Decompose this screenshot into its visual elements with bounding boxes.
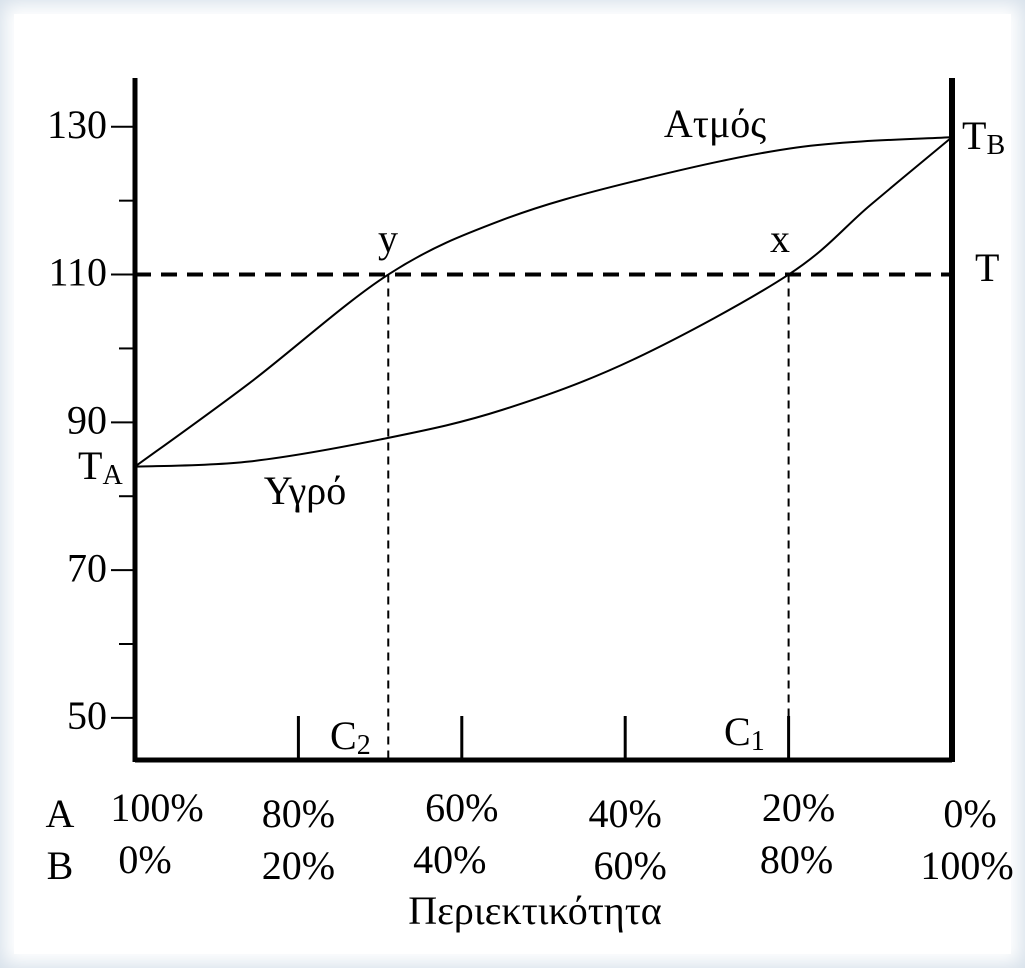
annotation-sub: B (986, 130, 1005, 161)
x-tick-label: 100% (920, 843, 1013, 888)
annotation: T (975, 245, 999, 290)
annotation-sub: A (102, 460, 123, 491)
x-tick-label: 20% (262, 843, 335, 888)
x-row-name: B (47, 843, 74, 888)
annotation: y (378, 216, 398, 261)
x-tick-label: 0% (118, 837, 171, 882)
x-tick-label: 60% (594, 843, 667, 888)
x-tick-label: 20% (762, 785, 835, 830)
y-tick-label: 130 (47, 102, 107, 147)
x-tick-label: 60% (425, 785, 498, 830)
annotation-text: T (975, 245, 999, 290)
annotation: C2 (330, 713, 371, 761)
annotation-text: C (330, 713, 357, 758)
annotation-text: C (724, 709, 751, 754)
annotation: TB (962, 113, 1005, 161)
annotation-text: T (78, 443, 102, 488)
curve-label: Υγρό (264, 468, 346, 513)
curve-label: Ατμός (664, 101, 766, 146)
annotation-text: x (770, 216, 790, 261)
y-tick-label: 50 (67, 693, 107, 738)
y-tick-label: 70 (67, 545, 107, 590)
y-tick-label: 90 (67, 397, 107, 442)
curve (134, 136, 953, 468)
panel (14, 14, 1011, 954)
x-axis-label: Περιεκτικότητα (408, 888, 662, 933)
annotation-sub: 2 (357, 730, 371, 761)
x-tick-label: 40% (589, 791, 662, 836)
annotation: TA (78, 443, 123, 491)
x-tick-label: 0% (943, 791, 996, 836)
x-row-name: A (46, 791, 75, 836)
x-tick-label: 80% (760, 837, 833, 882)
annotation-text: T (962, 113, 986, 158)
y-tick-label: 110 (48, 250, 107, 295)
curve (134, 136, 953, 468)
x-tick-label: 100% (110, 785, 203, 830)
annotation: C1 (724, 709, 765, 757)
x-tick-label: 80% (262, 791, 335, 836)
x-tick-label: 40% (413, 837, 486, 882)
annotation-sub: 1 (751, 726, 765, 757)
annotation-text: y (378, 216, 398, 261)
annotation: x (770, 216, 790, 261)
